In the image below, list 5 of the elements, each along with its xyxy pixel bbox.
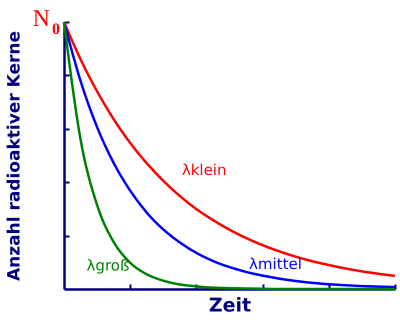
series-label: λklein <box>182 161 226 180</box>
y-axis-title: Anzahl radioaktiver Kerne <box>4 30 24 282</box>
x-axis-title: Zeit <box>208 294 252 316</box>
series-label: λgroß <box>86 256 130 274</box>
series-label: λmittel <box>249 254 302 273</box>
